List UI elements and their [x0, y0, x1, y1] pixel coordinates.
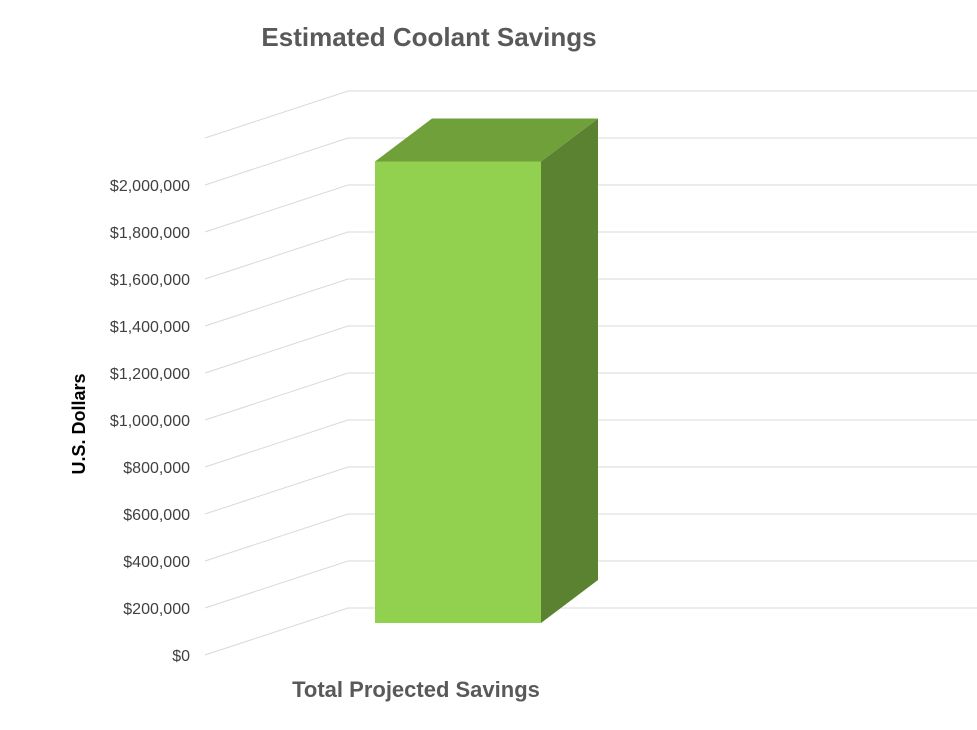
gridline	[204, 419, 977, 468]
gridline	[204, 184, 977, 233]
y-axis-ticks: $0 $200,000 $400,000 $600,000 $800,000 $1,000…	[110, 178, 190, 665]
bar-side	[541, 118, 598, 623]
gridline	[204, 278, 977, 327]
x-category-label: Total Projected Savings	[292, 677, 540, 702]
gridline	[204, 607, 977, 656]
y-tick-label: $1,600,000	[110, 272, 190, 289]
bars	[375, 118, 598, 623]
gridlines	[204, 90, 977, 656]
gridline	[204, 513, 977, 562]
gridline	[204, 325, 977, 374]
gridline	[204, 560, 977, 609]
y-tick-label: $200,000	[123, 601, 190, 618]
y-tick-label: $2,000,000	[110, 178, 190, 195]
y-tick-label: $600,000	[123, 507, 190, 524]
y-tick-label: $0	[172, 648, 190, 665]
bar-front	[375, 161, 541, 623]
gridline	[204, 90, 977, 139]
y-tick-label: $800,000	[123, 460, 190, 477]
chart-title: Estimated Coolant Savings	[261, 22, 596, 52]
gridline	[204, 231, 977, 280]
gridline	[204, 466, 977, 515]
bar	[375, 118, 598, 623]
y-tick-label: $1,400,000	[110, 319, 190, 336]
y-axis-label: U.S. Dollars	[69, 373, 89, 474]
y-tick-label: $1,000,000	[110, 413, 190, 430]
y-tick-label: $1,200,000	[110, 366, 190, 383]
bar-top	[375, 118, 598, 162]
gridline	[204, 137, 977, 186]
y-tick-label: $1,800,000	[110, 225, 190, 242]
gridline	[204, 372, 977, 421]
y-tick-label: $400,000	[123, 554, 190, 571]
